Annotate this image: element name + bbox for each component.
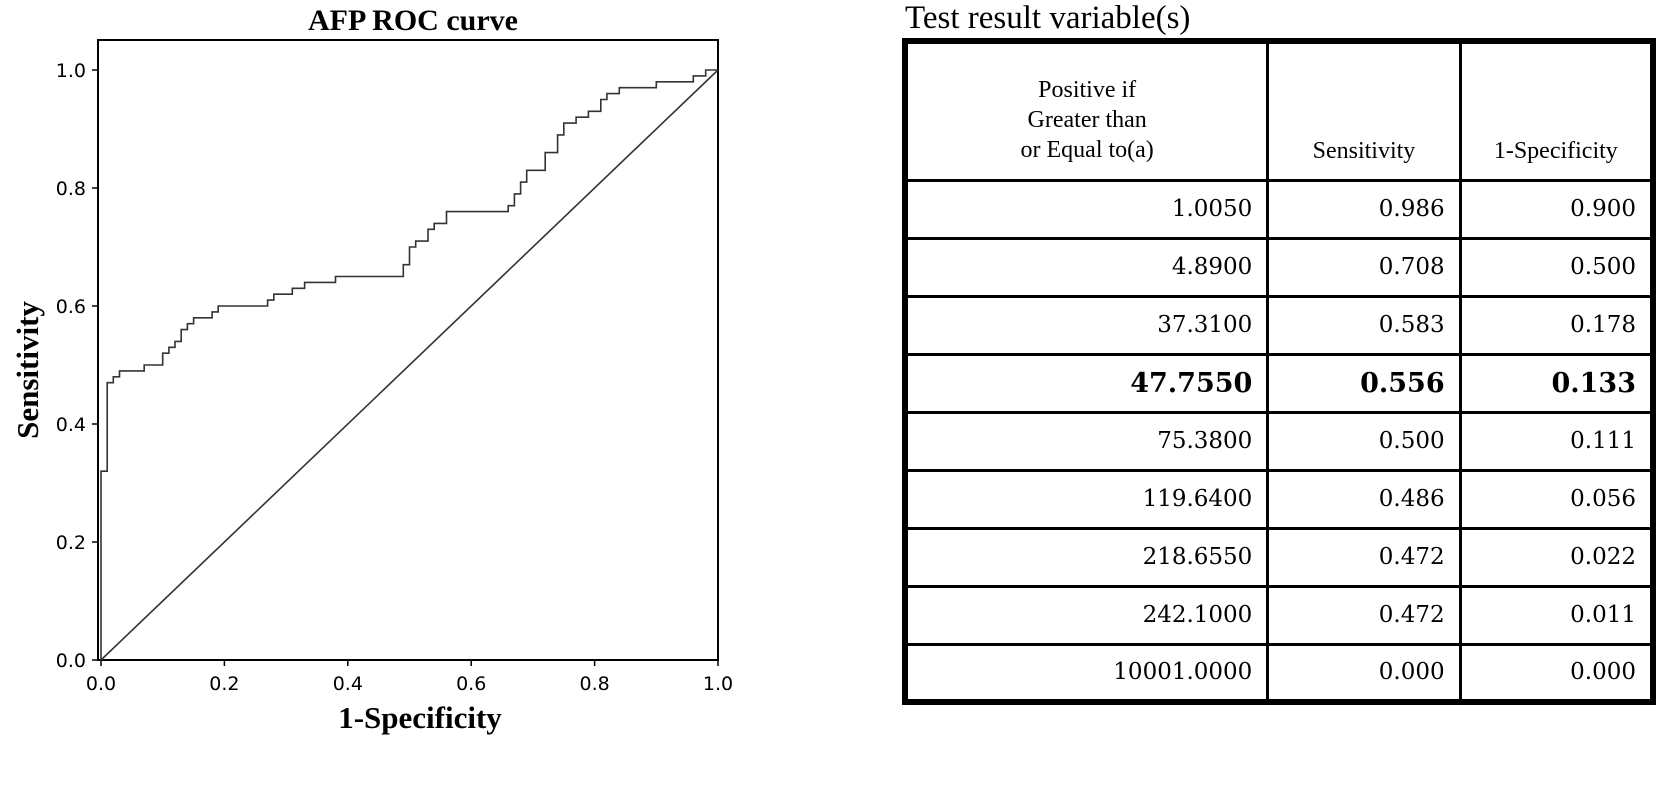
cell-specificity: 0.111 — [1458, 410, 1655, 472]
cell-sensitivity: 0.708 — [1266, 236, 1462, 298]
cell-sensitivity: 0.472 — [1266, 526, 1462, 588]
cell-threshold: 10001.0000 — [903, 642, 1270, 704]
chart-title: AFP ROC curve — [308, 4, 518, 37]
table-row: 1.0050 0.986 0.900 — [903, 178, 1655, 240]
cell-threshold: 218.6550 — [903, 526, 1270, 588]
x-tick-label: 0.8 — [579, 673, 609, 695]
cell-specificity: 0.000 — [1458, 642, 1655, 704]
table-row: 4.8900 0.708 0.500 — [903, 236, 1655, 298]
header-specificity: 1-Specificity — [1458, 39, 1655, 182]
cell-threshold: 242.1000 — [903, 584, 1270, 646]
cell-specificity: 0.011 — [1458, 584, 1655, 646]
x-axis-label: 1-Specificity — [338, 700, 502, 735]
table-row: 37.3100 0.583 0.178 — [903, 294, 1655, 356]
cell-threshold: 119.6400 — [903, 468, 1270, 530]
table-row: 242.1000 0.472 0.011 — [903, 584, 1655, 646]
y-tick-label: 0.0 — [56, 650, 86, 672]
cell-sensitivity: 0.556 — [1266, 352, 1462, 414]
cell-specificity: 0.500 — [1458, 236, 1655, 298]
header-threshold-line-2: Greater than — [1027, 106, 1147, 133]
cell-sensitivity: 0.472 — [1266, 584, 1462, 646]
header-threshold-line-1: Positive if — [1038, 76, 1137, 103]
y-tick-label: 0.6 — [56, 296, 86, 318]
y-tick-label: 0.2 — [56, 532, 86, 554]
y-axis-label: Sensitivity — [10, 301, 45, 439]
cell-specificity: 0.133 — [1458, 352, 1655, 414]
cell-sensitivity: 0.583 — [1266, 294, 1462, 356]
table-row: 75.3800 0.500 0.111 — [903, 410, 1655, 472]
header-threshold: Positive if Greater than or Equal to(a) — [903, 39, 1270, 182]
x-tick-label: 0.2 — [209, 673, 239, 695]
cell-specificity: 0.900 — [1458, 178, 1655, 240]
cell-sensitivity: 0.986 — [1266, 178, 1462, 240]
cell-specificity: 0.178 — [1458, 294, 1655, 356]
plot-frame — [97, 39, 719, 661]
roc-chart: AFP ROC curve 0.0 0.2 0.4 0.6 0.8 1.0 0.0 0.2 0.4… — [10, 4, 733, 735]
cell-threshold: 75.3800 — [903, 410, 1270, 472]
cell-specificity: 0.022 — [1458, 526, 1655, 588]
x-tick-label: 0.6 — [456, 673, 486, 695]
x-tick-label: 1.0 — [703, 673, 733, 695]
table-row: 218.6550 0.472 0.022 — [903, 526, 1655, 588]
result-table: Positive if Greater than or Equal to(a) … — [902, 38, 1656, 705]
x-tick-label: 0.0 — [86, 673, 116, 695]
header-sensitivity: Sensitivity — [1266, 39, 1462, 182]
x-tick-label: 0.4 — [333, 673, 363, 695]
cell-specificity: 0.056 — [1458, 468, 1655, 530]
cell-threshold: 47.7550 — [903, 352, 1270, 414]
cell-sensitivity: 0.000 — [1266, 642, 1462, 704]
table-row: 119.6400 0.486 0.056 — [903, 468, 1655, 530]
y-tick-label: 0.8 — [56, 178, 86, 200]
cell-threshold: 37.3100 — [903, 294, 1270, 356]
header-threshold-line-3: or Equal to(a) — [1020, 136, 1154, 163]
y-tick-label: 0.4 — [56, 414, 86, 436]
table-title: Test result variable(s) — [905, 0, 1191, 36]
cell-sensitivity: 0.500 — [1266, 410, 1462, 472]
reference-diagonal-line — [100, 69, 719, 661]
table-row: 47.7550 0.556 0.133 — [903, 352, 1655, 414]
table-body: 1.0050 0.986 0.900 4.8900 0.708 0.500 37.3100 0… — [903, 178, 1655, 704]
cell-sensitivity: 0.486 — [1266, 468, 1462, 530]
cell-threshold: 1.0050 — [903, 178, 1270, 240]
roc-curve-line — [100, 69, 718, 660]
table-header-row: Positive if Greater than or Equal to(a) … — [903, 39, 1655, 182]
cell-threshold: 4.8900 — [903, 236, 1270, 298]
table-row: 10001.0000 0.000 0.000 — [903, 642, 1655, 704]
y-tick-label: 1.0 — [56, 60, 86, 82]
